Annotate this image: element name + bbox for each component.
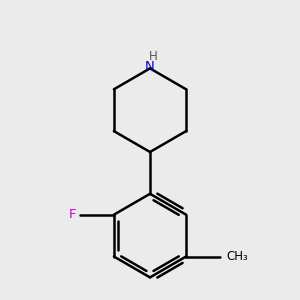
Text: F: F xyxy=(69,208,76,221)
Text: H: H xyxy=(148,50,158,63)
Text: N: N xyxy=(145,60,155,73)
Text: CH₃: CH₃ xyxy=(226,250,248,263)
